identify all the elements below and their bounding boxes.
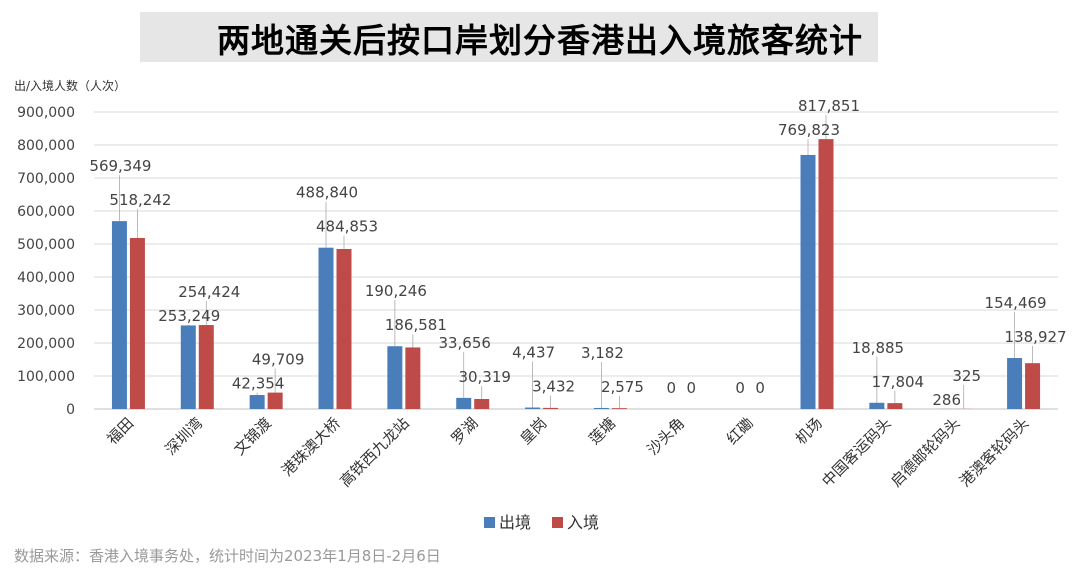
legend: 出境 入境 bbox=[484, 513, 599, 532]
data-label-入境: 254,424 bbox=[178, 283, 240, 301]
y-tick-labels: 0 100,000 200,000 300,000 400,000 500,000 600,… bbox=[17, 105, 75, 418]
x-tick-label: 福田 bbox=[103, 414, 137, 448]
bar-入境 bbox=[129, 237, 145, 409]
bar-入境 bbox=[474, 398, 490, 409]
bar-入境 bbox=[543, 407, 559, 409]
data-label-出境: 18,885 bbox=[852, 339, 905, 357]
x-tick-label: 高铁西九龙站 bbox=[336, 414, 412, 490]
bar-入境 bbox=[1025, 363, 1041, 409]
x-tick-label: 港珠澳大桥 bbox=[278, 414, 344, 480]
data-label-出境: 42,354 bbox=[232, 375, 285, 393]
data-label-入境: 518,242 bbox=[109, 191, 171, 209]
y-tick-label: 900,000 bbox=[17, 105, 75, 121]
x-tick-label: 机场 bbox=[792, 414, 826, 448]
data-label-入境: 186,581 bbox=[385, 316, 447, 334]
legend-swatch-入境 bbox=[552, 517, 563, 528]
bar-入境 bbox=[818, 139, 834, 409]
y-tick-label: 300,000 bbox=[17, 303, 75, 319]
x-tick-label: 罗湖 bbox=[448, 414, 482, 448]
gridlines bbox=[94, 111, 1058, 410]
y-tick-label: 100,000 bbox=[17, 369, 75, 385]
y-tick-label: 600,000 bbox=[17, 204, 75, 220]
y-tick-label: 400,000 bbox=[17, 270, 75, 286]
x-tick-label: 皇岗 bbox=[516, 414, 550, 448]
legend-swatch-出境 bbox=[484, 517, 495, 528]
data-label-出境: 0 bbox=[735, 379, 745, 397]
bar-出境 bbox=[111, 221, 127, 409]
data-label-入境: 30,319 bbox=[458, 368, 511, 386]
data-label-入境: 49,709 bbox=[252, 351, 305, 369]
data-label-入境: 0 bbox=[687, 379, 697, 397]
x-tick-label: 红磡 bbox=[723, 414, 757, 448]
y-axis-label: 出/入境人数（人次） bbox=[14, 79, 127, 93]
data-label-入境: 3,432 bbox=[532, 378, 575, 396]
data-label-出境: 154,469 bbox=[985, 294, 1047, 312]
bar-出境 bbox=[593, 407, 609, 409]
x-tick-label: 启德邮轮码头 bbox=[887, 414, 963, 490]
legend-label-出境: 出境 bbox=[499, 513, 531, 532]
x-tick-label: 港澳客轮码头 bbox=[956, 414, 1032, 490]
bar-出境 bbox=[249, 395, 265, 409]
data-label-出境: 190,246 bbox=[365, 282, 427, 300]
data-label-出境: 253,249 bbox=[158, 307, 220, 325]
data-label-入境: 2,575 bbox=[601, 378, 644, 396]
data-label-出境: 286 bbox=[932, 391, 961, 409]
bar-入境 bbox=[611, 408, 627, 409]
x-tick-label: 深圳湾 bbox=[162, 414, 207, 459]
data-label-入境: 138,927 bbox=[1005, 328, 1067, 346]
x-tick-label: 莲塘 bbox=[585, 414, 619, 448]
data-label-入境: 325 bbox=[952, 367, 981, 385]
y-tick-label: 700,000 bbox=[17, 171, 75, 187]
bar-出境 bbox=[1007, 358, 1023, 409]
y-tick-label: 0 bbox=[66, 402, 75, 418]
legend-label-入境: 入境 bbox=[567, 513, 599, 532]
data-label-入境: 0 bbox=[755, 379, 765, 397]
data-label-入境: 17,804 bbox=[872, 373, 925, 391]
bar-入境 bbox=[405, 347, 421, 409]
bar-出境 bbox=[318, 247, 334, 409]
data-label-出境: 769,823 bbox=[778, 121, 840, 139]
chart-title: 两地通关后按口岸划分香港出入境旅客统计 bbox=[217, 21, 863, 60]
bar-入境 bbox=[887, 403, 903, 409]
data-label-入境: 817,851 bbox=[798, 97, 860, 115]
source-note: 数据来源：香港入境事务处，统计时间为2023年1月8日-2月6日 bbox=[14, 547, 441, 565]
bar-出境 bbox=[869, 402, 885, 409]
bar-入境 bbox=[336, 248, 352, 409]
bar-出境 bbox=[800, 154, 816, 409]
bars bbox=[111, 139, 1041, 409]
bar-入境 bbox=[198, 325, 214, 409]
data-label-出境: 3,182 bbox=[581, 344, 624, 362]
data-label-出境: 569,349 bbox=[89, 157, 151, 175]
bar-出境 bbox=[525, 407, 541, 409]
bar-入境 bbox=[267, 392, 283, 409]
bar-出境 bbox=[456, 397, 472, 409]
x-tick-label: 中国客运码头 bbox=[818, 414, 894, 490]
bar-出境 bbox=[387, 346, 403, 409]
data-label-入境: 484,853 bbox=[316, 218, 378, 236]
x-tick-label: 沙头角 bbox=[644, 414, 689, 459]
y-tick-label: 200,000 bbox=[17, 336, 75, 352]
data-label-出境: 488,840 bbox=[296, 184, 358, 202]
x-tick-label: 文锦渡 bbox=[230, 414, 275, 459]
y-tick-label: 500,000 bbox=[17, 237, 75, 253]
y-tick-label: 800,000 bbox=[17, 138, 75, 154]
title-highlight bbox=[140, 12, 878, 62]
data-label-出境: 0 bbox=[667, 379, 677, 397]
bar-出境 bbox=[180, 325, 196, 409]
data-label-出境: 33,656 bbox=[438, 334, 491, 352]
label-leader-lines bbox=[119, 115, 1033, 409]
data-label-出境: 4,437 bbox=[512, 344, 555, 362]
data-labels: 569,349 518,242 253,249 254,424 42,354 49,709… bbox=[89, 97, 1066, 409]
